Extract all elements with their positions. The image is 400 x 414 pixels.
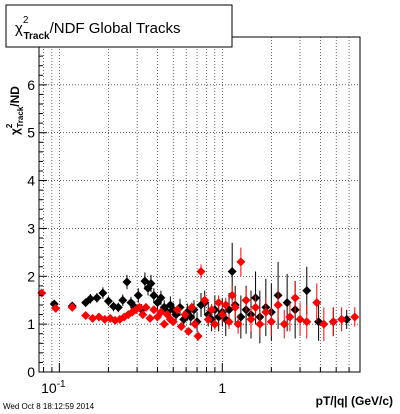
data-point	[227, 290, 237, 300]
data-point	[217, 310, 227, 320]
data-point	[261, 307, 271, 317]
data-point	[337, 314, 347, 324]
y-tick-label: 2	[27, 268, 35, 284]
data-point	[255, 319, 265, 329]
data-point	[241, 295, 251, 305]
data-point	[246, 314, 256, 324]
data-point	[342, 314, 352, 324]
data-point	[203, 314, 213, 324]
title-sup: 2	[23, 15, 29, 26]
data-point	[279, 319, 289, 329]
data-point	[319, 319, 329, 329]
y-tick-label: 1	[27, 316, 35, 332]
data-point	[302, 317, 312, 327]
y-tick-label: 3	[27, 220, 35, 236]
data-point	[227, 267, 237, 276]
data-point	[149, 305, 159, 315]
data-point	[92, 293, 102, 303]
data-point	[145, 313, 155, 323]
data-point	[312, 298, 322, 308]
data-point	[350, 312, 360, 322]
data-point	[146, 278, 156, 288]
data-point	[51, 303, 61, 313]
data-point	[266, 317, 276, 327]
data-point	[200, 295, 210, 305]
y-tick-label: 5	[27, 125, 35, 141]
y-tick-label: 0	[27, 364, 35, 380]
x-axis: 10-1 1	[41, 363, 361, 396]
data-point	[196, 267, 206, 276]
data-point	[172, 305, 182, 315]
data-marks	[37, 242, 360, 344]
ylabel-sub: Track	[16, 106, 25, 127]
data-point	[236, 257, 246, 267]
data-point	[183, 326, 193, 336]
data-point	[113, 302, 123, 312]
y-tick-label: 6	[27, 77, 35, 93]
data-point	[85, 294, 95, 304]
data-point	[98, 288, 108, 298]
data-point	[88, 313, 98, 323]
data-point	[302, 286, 312, 296]
y-tick-label: 4	[27, 173, 35, 189]
title-box	[5, 4, 233, 48]
data-point	[134, 302, 144, 312]
x-tick-exponent: -1	[57, 379, 66, 390]
x-tick-base: 10	[41, 380, 57, 396]
data-point	[141, 302, 151, 312]
data-point	[282, 298, 292, 308]
data-point	[159, 319, 169, 329]
data-point	[156, 293, 166, 303]
x-tick-label: 10-1	[41, 379, 66, 396]
data-point	[190, 319, 200, 329]
data-point	[81, 311, 91, 321]
data-point	[230, 302, 240, 312]
x-tick-label: 1	[218, 380, 226, 396]
data-point	[168, 317, 178, 327]
title-suffix: /NDF Global Tracks	[50, 20, 181, 37]
data-point	[149, 290, 159, 300]
data-point	[176, 322, 186, 332]
title-sub: Track	[23, 31, 50, 42]
data-point	[328, 317, 338, 327]
data-point	[118, 295, 128, 305]
x-axis-label: pT/|q| (GeV/c)	[316, 394, 393, 408]
y-axis: 01234567	[27, 29, 47, 380]
x-tick-base: 1	[218, 380, 226, 396]
data-point	[103, 296, 113, 306]
y-axis-label: χ2 Track/ND	[5, 86, 25, 135]
data-point	[138, 310, 148, 320]
data-point	[221, 300, 231, 310]
timestamp: Wed Oct 8 18:12:59 2014	[3, 402, 95, 411]
data-point	[67, 302, 77, 312]
ylabel-chi: χ	[8, 128, 22, 135]
data-point	[233, 319, 243, 329]
data-point	[251, 302, 261, 312]
title-chi: χ	[15, 20, 23, 37]
data-point	[214, 298, 224, 308]
data-point	[207, 305, 217, 315]
data-point	[285, 312, 295, 322]
ylabel-sup: 2	[5, 123, 14, 128]
data-point	[295, 314, 305, 324]
data-point	[224, 317, 234, 327]
data-point	[290, 293, 300, 303]
chart-title: χ2 Track/NDF Global Tracks	[15, 15, 180, 42]
ylabel-suffix: /ND	[8, 86, 22, 107]
data-point	[193, 331, 203, 341]
data-point	[119, 312, 129, 322]
data-point	[180, 310, 190, 320]
data-point	[133, 290, 143, 300]
data-point	[236, 312, 246, 322]
data-point	[273, 300, 283, 310]
data-point	[122, 277, 132, 287]
data-point	[187, 302, 197, 312]
data-point	[210, 319, 220, 329]
